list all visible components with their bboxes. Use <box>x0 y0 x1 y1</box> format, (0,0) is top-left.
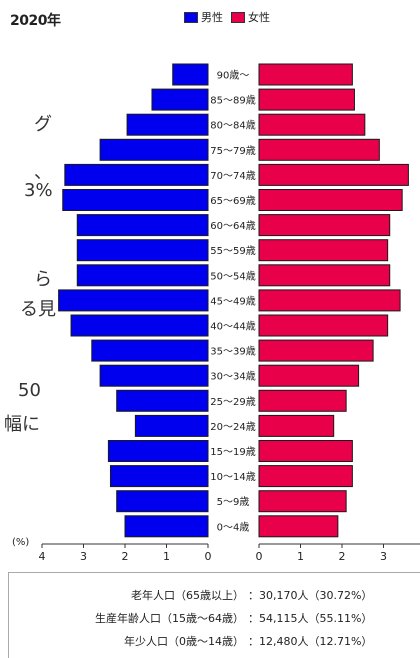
chart-legend: 男性 女性 <box>184 9 278 25</box>
age-group-label: 50～54歳 <box>210 270 255 282</box>
male-x-tick-label: 3 <box>80 550 87 563</box>
age-group-label: 60～64歳 <box>210 220 255 232</box>
male-bar <box>116 490 209 513</box>
summary-label: 老年人口（65歳以上） <box>131 589 244 602</box>
female-x-tick-label: 0 <box>256 550 263 563</box>
male-bar <box>151 88 209 111</box>
summary-label: 生産年齢人口（15歳～64歳） <box>95 612 244 625</box>
summary-value: 54,115人（55.11%） <box>259 612 373 625</box>
female-bar <box>258 414 335 437</box>
background-text-line: 50 <box>18 380 41 401</box>
male-bar <box>70 314 209 337</box>
male-bar <box>172 63 209 86</box>
age-group-label: 10～14歳 <box>210 471 255 483</box>
background-text-line: る見 <box>20 299 56 320</box>
summary-value: 12,480人（12.71%） <box>259 635 373 648</box>
legend-label-male: 男性 <box>201 11 223 24</box>
female-bar <box>258 138 380 161</box>
male-bar <box>76 264 209 287</box>
female-bar <box>258 163 409 186</box>
male-bar <box>99 138 209 161</box>
age-group-label: 0～4歳 <box>217 521 250 533</box>
legend-item-female: 女性 <box>231 9 270 25</box>
female-bar <box>258 189 403 211</box>
male-bar <box>76 239 209 262</box>
male-bar <box>76 214 209 237</box>
female-bar <box>258 515 339 538</box>
male-bar <box>58 289 209 312</box>
age-group-label: 80～84歳 <box>210 120 255 132</box>
background-text-line: 、 <box>34 162 52 183</box>
female-bar <box>258 289 401 312</box>
age-group-label: 90歳～ <box>217 70 250 82</box>
male-bar <box>99 364 209 387</box>
population-pyramid-chart: 90歳～ 85～89歳 80～84歳 75～79歳 70～74歳 65～69歳 60～64歳… <box>12 63 420 563</box>
summary-separator: ： <box>248 612 259 625</box>
male-bar <box>134 414 209 437</box>
background-text-line: 幅に <box>4 414 40 435</box>
legend-swatch-male <box>184 11 198 23</box>
summary-value: 30,170人（30.72%） <box>259 589 373 602</box>
male-bar <box>109 465 209 488</box>
background-text-line: グ <box>34 114 52 135</box>
year-label: 2020年 <box>10 13 61 29</box>
age-group-label: 25～29歳 <box>210 396 255 408</box>
female-bar <box>258 389 347 412</box>
female-x-tick-label: 2 <box>339 550 346 563</box>
male-x-tick-label: 4 <box>39 550 46 563</box>
male-bar <box>107 440 209 462</box>
male-bar <box>62 189 209 211</box>
population-summary-box: 老年人口（65歳以上） ： 30,170人（30.72%） 生産年齢人口（15歳… <box>8 572 420 658</box>
unit-label: (%) <box>12 537 29 548</box>
female-bar <box>258 113 366 136</box>
age-group-label: 65～69歳 <box>210 195 255 207</box>
female-bar <box>258 264 391 287</box>
female-x-tick-label: 3 <box>380 550 387 563</box>
male-bar <box>124 515 209 538</box>
summary-separator: ： <box>248 635 259 648</box>
male-bar <box>64 163 209 186</box>
female-x-tick-label: 1 <box>297 550 304 563</box>
age-group-label: 55～59歳 <box>210 245 255 257</box>
female-bar <box>258 63 353 86</box>
female-bar <box>258 490 347 513</box>
male-bar <box>91 339 209 362</box>
male-x-tick-label: 1 <box>163 550 170 563</box>
age-group-label: 35～39歳 <box>210 346 255 358</box>
male-x-tick-label: 2 <box>122 550 129 563</box>
summary-row-youth: 年少人口（0歳～14歳） ： 12,480人（12.71%） <box>9 633 409 649</box>
female-bar <box>258 314 389 337</box>
age-group-label: 45～49歳 <box>210 295 255 307</box>
legend-label-female: 女性 <box>248 11 270 24</box>
age-group-label: 70～74歳 <box>210 170 255 182</box>
summary-row-working-age: 生産年齢人口（15歳～64歳） ： 54,115人（55.11%） <box>9 610 409 626</box>
background-text-line: 3% <box>24 180 53 201</box>
age-group-label: 30～34歳 <box>210 371 255 383</box>
female-bar <box>258 88 355 111</box>
age-group-label: 40～44歳 <box>210 321 255 333</box>
female-bar <box>258 440 353 462</box>
male-x-tick-label: 0 <box>205 550 212 563</box>
age-group-label: 85～89歳 <box>210 95 255 107</box>
age-group-label: 75～79歳 <box>210 145 255 157</box>
summary-row-elderly: 老年人口（65歳以上） ： 30,170人（30.72%） <box>9 587 409 603</box>
male-bar <box>116 389 209 412</box>
age-group-label: 15～19歳 <box>210 446 255 458</box>
legend-item-male: 男性 <box>184 9 223 25</box>
male-bar <box>126 113 209 136</box>
summary-separator: ： <box>248 589 259 602</box>
age-group-label: 20～24歳 <box>210 421 255 433</box>
female-bar <box>258 364 360 387</box>
female-bar <box>258 214 391 237</box>
female-bar <box>258 239 389 262</box>
age-group-label: 5～9歳 <box>217 496 250 508</box>
female-bar <box>258 339 374 362</box>
legend-swatch-female <box>231 11 245 23</box>
female-bar <box>258 465 353 488</box>
summary-label: 年少人口（0歳～14歳） <box>124 635 244 648</box>
background-text-line: ら <box>34 269 52 290</box>
